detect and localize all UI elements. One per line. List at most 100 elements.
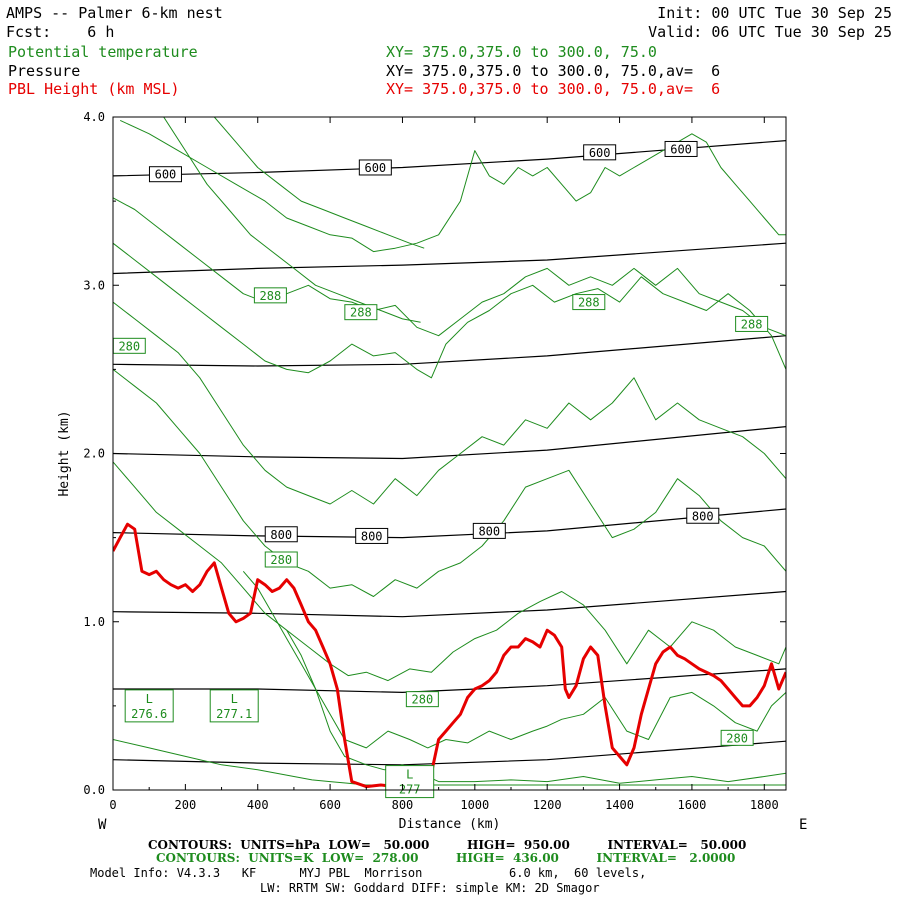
pressure-contour-line [113, 426, 786, 460]
pressure-contour-line [113, 668, 786, 694]
pressure-contours [113, 140, 786, 766]
x-tick-label: 600 [319, 798, 341, 812]
pressure-label: 600 [583, 144, 617, 161]
field-theta-xy: XY= 375.0,375.0 to 300.0, 75.0 [386, 43, 657, 61]
low-label-letter: L [406, 768, 413, 782]
pressure-label-text: 800 [692, 509, 714, 523]
low-label-box [124, 689, 174, 723]
theta-label-text: 288 [741, 317, 763, 331]
contour-labels: 600 600 600 600 800 800 800 800 280 280 280 280 288 2… [112, 140, 769, 799]
pressure-contour-line [113, 590, 786, 618]
pressure-contour-line [113, 140, 786, 177]
pressure-label-text: 600 [155, 168, 177, 182]
pressure-label: 800 [472, 522, 506, 539]
theta-label-text: 288 [578, 296, 600, 310]
pressure-label: 600 [358, 159, 392, 176]
low-label-box [385, 765, 435, 799]
x-tick-label: 200 [175, 798, 197, 812]
theta-label-box [264, 551, 298, 568]
west-label: W [98, 817, 107, 833]
pressure-label: 800 [264, 526, 298, 543]
pressure-label-text: 800 [270, 528, 292, 542]
pressure-label: 600 [148, 166, 182, 183]
theta-label-box [405, 691, 439, 708]
low-label-letter: L [231, 692, 238, 706]
theta-label-text: 288 [260, 289, 282, 303]
init-time: Init: 00 UTC Tue 30 Sep 25 [657, 4, 892, 22]
theta-label-text: 280 [412, 693, 434, 707]
pbl-series [113, 522, 786, 789]
low-label-letter: L [146, 692, 153, 706]
theta-label-box [735, 315, 769, 332]
low-label-value: 277.1 [216, 707, 252, 721]
fcst-value: 6 h [87, 23, 115, 41]
pbl-height-line [113, 522, 786, 789]
theta-label: 280 [112, 337, 146, 354]
pressure-label-box [664, 140, 698, 157]
theta-label-text: 280 [270, 553, 292, 567]
theta-label-box [344, 304, 378, 321]
x-tick-label: 1400 [605, 798, 634, 812]
x-axis-label: Distance (km) [399, 817, 501, 832]
field-pbl-name: PBL Height (km MSL) [8, 80, 180, 98]
pressure-label-box [264, 526, 298, 543]
plot-title: AMPS -- Palmer 6-km nest [6, 4, 223, 22]
x-tick-label: 1200 [533, 798, 562, 812]
x-tick-label: 1000 [460, 798, 489, 812]
pressure-label: 800 [355, 527, 389, 544]
theta-label-box [253, 287, 287, 304]
theta-contour-line [286, 629, 786, 784]
pressure-label-box [472, 522, 506, 539]
pressure-label-box [355, 527, 389, 544]
pressure-label-text: 600 [589, 146, 611, 160]
x-tick-label: 0 [109, 798, 116, 812]
pressure-contour-line [113, 508, 786, 539]
field-pressure-xy: XY= 375.0,375.0 to 300.0, 75.0,av= 6 [386, 62, 721, 80]
axes: 0 200 400 600 800 1000 1200 1400 1600 1800 0.0 1.0 2… [83, 110, 786, 812]
theta-contour-line [119, 119, 786, 253]
theta-contour-line [113, 369, 786, 597]
pressure-label-box [583, 144, 617, 161]
theta-contour-line [213, 117, 425, 249]
x-tick-label: 800 [392, 798, 414, 812]
pressure-label-text: 800 [478, 524, 500, 538]
theta-label: 288 [572, 294, 606, 311]
x-tick-label: 1600 [677, 798, 706, 812]
y-tick-label: 3.0 [83, 278, 105, 292]
theta-label-box [720, 729, 754, 746]
pressure-contour-line [113, 242, 786, 275]
pressure-label-box [148, 166, 182, 183]
pressure-label: 600 [664, 140, 698, 157]
contour-info-pressure: CONTOURS: UNITS=hPa LOW= 50.000 HIGH= 95… [148, 838, 747, 852]
pressure-label-box [358, 159, 392, 176]
model-info-line2: LW: RRTM SW: Goddard DIFF: simple KM: 2D… [260, 881, 600, 895]
y-tick-label: 4.0 [83, 110, 105, 124]
valid-time: Valid: 06 UTC Tue 30 Sep 25 [648, 23, 892, 41]
pressure-label-box [686, 507, 720, 524]
forecast-label: Fcst: 6 h [6, 23, 114, 41]
theta-contour-line [113, 242, 786, 379]
pressure-contour-line [113, 740, 786, 766]
pressure-contour-line [113, 335, 786, 367]
field-pressure-name: Pressure [8, 62, 81, 80]
theta-contour-line [113, 301, 786, 505]
east-label: E [799, 817, 807, 833]
pressure-label-text: 600 [670, 142, 692, 156]
pressure-label-text: 600 [364, 161, 386, 175]
theta-label-text: 280 [118, 339, 140, 353]
theta-contour-line [163, 117, 421, 323]
field-theta-name: Potential temperature [8, 43, 198, 61]
low-label-value: 276.6 [131, 707, 167, 721]
theta-label: 280 [405, 691, 439, 708]
x-tick-label: 1800 [750, 798, 779, 812]
theta-contour-line [113, 197, 786, 337]
theta-label: 288 [253, 287, 287, 304]
theta-label: 288 [735, 315, 769, 332]
contour-info-theta: CONTOURS: UNITS=K LOW= 278.00 HIGH= 436.… [156, 851, 736, 865]
fcst-label: Fcst: [6, 23, 52, 41]
theta-contour-line [242, 570, 786, 749]
theta-label: 280 [720, 729, 754, 746]
